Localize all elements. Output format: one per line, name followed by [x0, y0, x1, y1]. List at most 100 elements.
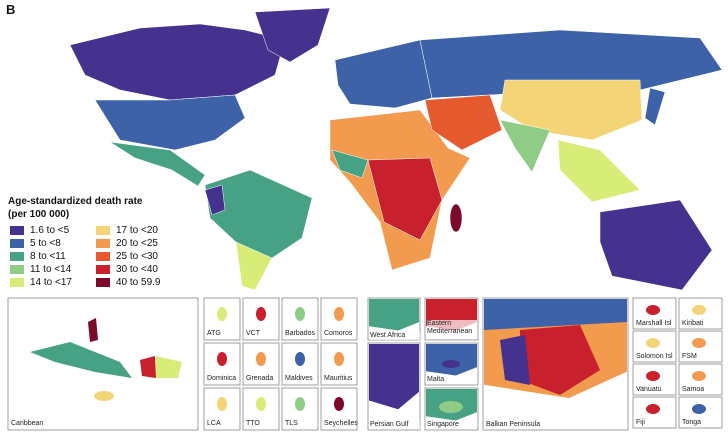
- legend-label: 20 to <25: [116, 238, 158, 249]
- inset-label: Caribbean: [11, 420, 44, 427]
- region: [692, 305, 706, 315]
- region: [88, 318, 98, 342]
- region: [295, 397, 305, 411]
- region: [217, 352, 227, 366]
- inset-box: [678, 297, 723, 330]
- region: [334, 397, 344, 411]
- region: [295, 352, 305, 366]
- region: [94, 391, 114, 401]
- region: [520, 325, 600, 395]
- region: [109, 141, 206, 187]
- panel-label: B: [6, 2, 16, 17]
- inset-label: Comoros: [324, 330, 353, 337]
- region: [204, 184, 226, 216]
- region: [646, 305, 660, 315]
- inset-label: Balkan Peninsula: [486, 421, 586, 429]
- inset-label: Seychelles: [324, 420, 358, 427]
- inset-label: Vanuatu: [636, 386, 662, 393]
- inset-label: Solomon Isl: [636, 353, 673, 360]
- region: [69, 23, 286, 101]
- inset-label: Samoa: [682, 386, 705, 393]
- region: [442, 360, 460, 368]
- legend-label: 8 to <11: [30, 251, 66, 262]
- region: [254, 7, 331, 63]
- region: [256, 307, 266, 321]
- legend-label: 25 to <30: [116, 251, 158, 262]
- legend-label: 11 to <14: [30, 264, 72, 275]
- region: [334, 39, 433, 109]
- inset-label: LCA: [207, 420, 221, 427]
- region: [156, 356, 182, 378]
- region: [369, 299, 419, 331]
- region: [644, 87, 666, 126]
- region: [646, 404, 660, 414]
- region: [256, 352, 266, 366]
- region: [217, 307, 227, 321]
- inset-label: Dominica: [207, 375, 237, 382]
- inset-label: VCT: [246, 330, 260, 337]
- inset-label: Barbados: [285, 330, 315, 337]
- region: [500, 335, 530, 385]
- legend-label: 5 to <8: [30, 238, 61, 249]
- region: [599, 199, 713, 291]
- legend-swatch: [96, 265, 110, 274]
- inset-label: Malta: [427, 376, 477, 384]
- region: [369, 344, 419, 410]
- world-map: [69, 7, 723, 291]
- region: [646, 338, 660, 348]
- region: [295, 307, 305, 321]
- region: [426, 344, 477, 376]
- region: [499, 119, 551, 173]
- inset-label: TLS: [285, 420, 298, 427]
- region: [334, 307, 344, 321]
- region: [424, 94, 503, 151]
- region: [30, 342, 132, 378]
- legend-swatch: [96, 239, 110, 248]
- inset-label: Tonga: [682, 419, 702, 426]
- region: [334, 352, 344, 366]
- legend-swatch: [10, 239, 24, 248]
- region: [235, 241, 273, 291]
- legend-subtitle: (per 100 000): [8, 209, 70, 220]
- legend-label: 1.6 to <5: [30, 225, 70, 236]
- region: [217, 397, 227, 411]
- region: [692, 338, 706, 348]
- region: [367, 157, 443, 241]
- inset-label: ATG: [207, 330, 221, 337]
- legend-title: Age-standardized death rate: [8, 196, 143, 207]
- legend-swatch: [10, 278, 24, 287]
- region: [256, 397, 266, 411]
- region: [692, 371, 706, 381]
- region: [331, 149, 369, 179]
- inset-label: Mauritius: [324, 375, 353, 382]
- legend-label: 30 to <40: [116, 264, 158, 275]
- legend-swatch: [96, 226, 110, 235]
- inset-label: Fiji: [636, 419, 645, 426]
- legend-label: 40 to 59.9: [116, 277, 161, 288]
- legend-label: 14 to <17: [30, 277, 72, 288]
- legend-swatch: [96, 252, 110, 261]
- legend-swatch: [96, 278, 110, 287]
- inset-label: Eastern Mediterranean: [427, 320, 477, 336]
- region: [449, 203, 463, 233]
- inset-label: FSM: [682, 353, 697, 360]
- inset-label: Marshall Isl: [636, 320, 672, 327]
- legend-swatch: [10, 226, 24, 235]
- region: [140, 356, 156, 378]
- region: [557, 139, 641, 203]
- legend-swatch: [10, 265, 24, 274]
- region: [439, 401, 463, 413]
- region: [484, 299, 627, 330]
- inset-label: Persian Gulf: [370, 421, 420, 429]
- inset-label: West Africa: [370, 332, 420, 340]
- inset-label: Kiribati: [682, 320, 704, 327]
- region: [646, 371, 660, 381]
- region: [94, 94, 246, 151]
- region: [692, 404, 706, 414]
- inset-label: Maldives: [285, 375, 313, 382]
- region: [499, 79, 643, 141]
- legend-swatch: [10, 252, 24, 261]
- inset-label: TTO: [246, 420, 260, 427]
